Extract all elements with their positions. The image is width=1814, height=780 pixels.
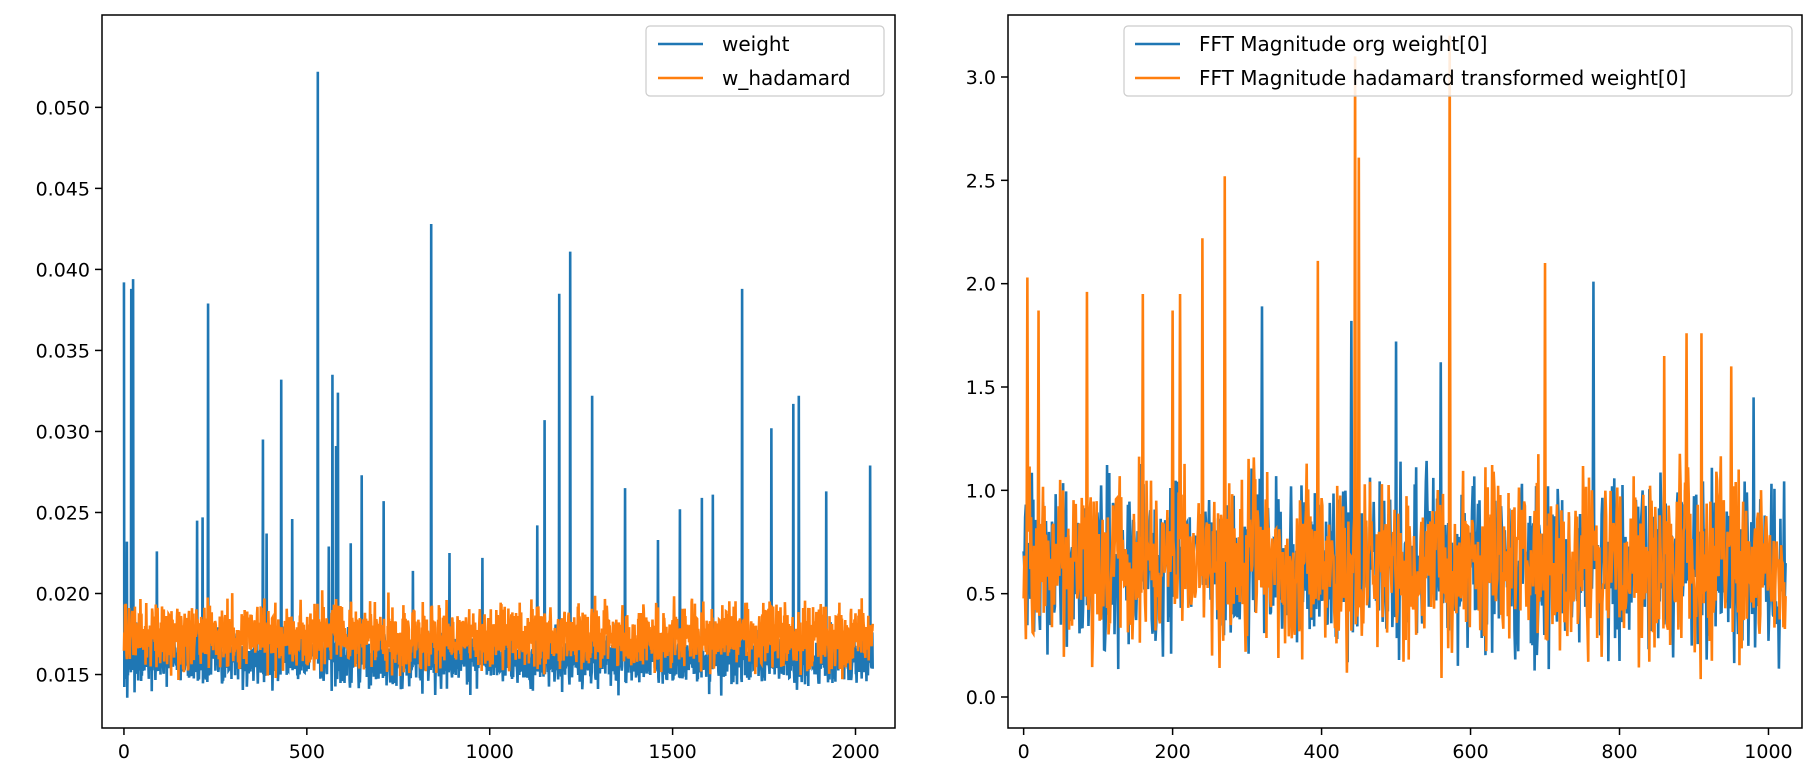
y-tick-label: 0.025 <box>36 502 90 524</box>
x-tick-label: 600 <box>1452 741 1488 763</box>
x-tick-label: 800 <box>1601 741 1637 763</box>
series-line-w-hadamard <box>122 590 874 681</box>
x-tick-label: 1000 <box>466 741 514 763</box>
y-tick-label: 0.050 <box>36 97 90 119</box>
left-chart: 0 500 1000 1500 2000 0.0150.0200.0250.0300.0… <box>36 14 896 763</box>
y-tick-label: 1.0 <box>966 480 996 502</box>
left-plot-frame <box>101 14 896 729</box>
y-tick-label: 0.045 <box>36 178 90 200</box>
legend-label-w-hadamard: w_hadamard <box>722 66 851 90</box>
y-tick-label: 2.5 <box>966 170 996 192</box>
x-tick-label: 0 <box>118 741 130 763</box>
y-tick-label: 1.5 <box>966 377 996 399</box>
x-tick-label: 0 <box>1018 741 1030 763</box>
right-y-axis: 0.0 0.5 1.0 1.5 2.0 2.5 3.0 <box>966 67 1008 709</box>
legend-label-fft-org: FFT Magnitude org weight[0] <box>1199 32 1487 56</box>
right-chart: 0 200 400 600 800 1000 0.00.51.01.52.02.53.0 … <box>966 14 1803 763</box>
x-tick-label: 400 <box>1303 741 1339 763</box>
legend-label-weight: weight <box>722 32 790 56</box>
series-line-weight <box>122 71 874 698</box>
left-legend-box <box>645 25 885 97</box>
x-tick-label: 1000 <box>1744 741 1792 763</box>
x-tick-label: 1500 <box>648 741 696 763</box>
y-tick-label: 3.0 <box>966 67 996 89</box>
y-tick-label: 0.0 <box>966 687 996 709</box>
legend-label-fft-hadamard: FFT Magnitude hadamard transformed weigh… <box>1199 66 1686 90</box>
y-tick-label: 0.015 <box>36 665 90 687</box>
y-tick-label: 0.5 <box>966 584 996 606</box>
left-y-axis: 0.015 0.020 0.025 0.030 0.035 0.040 0.045 0.050 <box>36 97 102 687</box>
y-tick-label: 2.0 <box>966 274 996 296</box>
right-legend: FFT Magnitude org weight[0] FFT Magnitud… <box>1123 25 1793 97</box>
y-tick-label: 0.030 <box>36 421 90 443</box>
left-x-axis: 0 500 1000 1500 2000 <box>118 728 880 763</box>
y-tick-label: 0.035 <box>36 340 90 362</box>
x-tick-label: 2000 <box>831 741 879 763</box>
y-tick-label: 0.040 <box>36 259 90 281</box>
x-tick-label: 200 <box>1154 741 1190 763</box>
left-legend: weight w_hadamard <box>645 25 885 97</box>
right-x-axis: 0 200 400 600 800 1000 <box>1018 728 1793 763</box>
right-plot-frame <box>1007 14 1803 729</box>
right-legend-box <box>1123 25 1793 97</box>
series-line-fft-hadamard <box>1022 35 1787 680</box>
y-tick-label: 0.020 <box>36 584 90 606</box>
x-tick-label: 500 <box>289 741 325 763</box>
